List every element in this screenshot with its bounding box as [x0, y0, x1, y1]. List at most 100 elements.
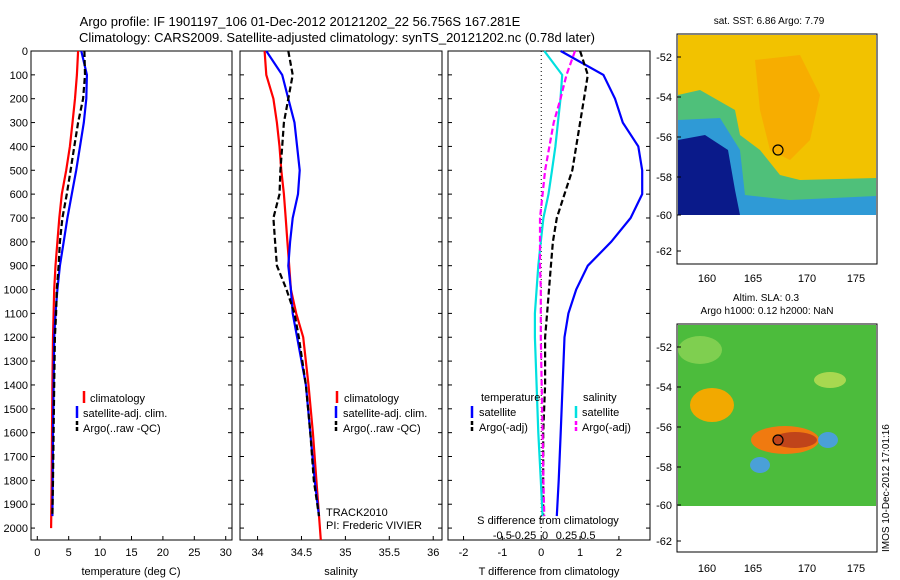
- series-line-argo-adj-: [542, 50, 589, 517]
- map-lon-tick-label: 160: [698, 563, 716, 575]
- map-lon-tick-label: 160: [698, 273, 716, 285]
- x-tick-label: 20: [157, 547, 169, 559]
- track-note-line1: TRACK2010: [326, 507, 388, 519]
- legend-label-satellite: satellite-adj. clim.: [83, 408, 167, 420]
- x-tick-label: 5: [66, 547, 72, 559]
- salinity-xlabel: salinity: [324, 566, 358, 578]
- temperature-xlabel: temperature (deg C): [81, 566, 180, 578]
- y-tick-label: 0: [22, 46, 28, 58]
- legend-title-salinity: salinity: [583, 392, 617, 404]
- legend-title-temperature: temperature: [481, 392, 540, 404]
- map-lat-tick-label: -58: [656, 172, 672, 184]
- sla-map-peak-anomaly: [773, 432, 817, 448]
- map-lon-tick-label: 165: [744, 273, 762, 285]
- map-lat-tick-label: -58: [656, 462, 672, 474]
- temperature-legend: climatology satellite-adj. clim. Argo(..…: [75, 391, 167, 435]
- salinity-panel: [239, 50, 443, 541]
- x-tick-label: -1: [497, 547, 507, 559]
- x-tick-label: 35.5: [379, 547, 400, 559]
- difference-legend: temperature satellite Argo(-adj) salinit…: [470, 392, 631, 527]
- x-tick-label: 30: [220, 547, 232, 559]
- imos-credit: IMOS 10-Dec-2012 17:01:16: [881, 424, 892, 552]
- y-tick-label: 700: [10, 213, 28, 225]
- x-tick-label: 15: [125, 547, 137, 559]
- figure-title-line1: Argo profile: IF 1901197_106 01-Dec-2012…: [80, 14, 521, 29]
- x-tick-label: 34: [251, 547, 263, 559]
- sla-map: [676, 323, 878, 553]
- x-tick-label: 1: [577, 547, 583, 559]
- temperature-panel: [30, 50, 233, 541]
- series-line-climatology: [50, 50, 80, 529]
- map-lat-tick-label: -52: [656, 342, 672, 354]
- y-tick-label: 1100: [4, 308, 28, 320]
- map-lon-tick-label: 165: [744, 563, 762, 575]
- y-tick-label: 900: [10, 261, 28, 273]
- map-lon-tick-label: 175: [847, 563, 865, 575]
- sla-map-positive-anomaly: [690, 388, 734, 422]
- x-tick-label: 0: [34, 547, 40, 559]
- s-tick-label: 0: [542, 530, 548, 542]
- series-line-satellite: [533, 50, 564, 517]
- sla-map-negative-anomaly: [750, 457, 770, 473]
- x-tick-label: 0: [538, 547, 544, 559]
- map-lat-tick-label: -54: [656, 382, 672, 394]
- y-tick-label: 1300: [4, 356, 28, 368]
- y-tick-label: 800: [10, 237, 28, 249]
- x-tick-label: 25: [188, 547, 200, 559]
- sla-map-title-line2: Argo h1000: 0.12 h2000: NaN: [701, 306, 834, 317]
- x-tick-label: -2: [459, 547, 469, 559]
- map-lat-tick-label: -52: [656, 52, 672, 64]
- y-tick-label: 1900: [4, 499, 28, 511]
- salinity-legend: climatology satellite-adj. clim. Argo(..…: [326, 391, 427, 532]
- y-tick-label: 1000: [4, 285, 28, 297]
- legend-label-climatology: climatology: [344, 393, 400, 405]
- y-tick-label: 1800: [4, 475, 28, 487]
- sst-argo-position-marker: [772, 144, 784, 156]
- x-tick-label: 35: [339, 547, 351, 559]
- x-tick-label: 36: [427, 547, 439, 559]
- sla-map-title-line1: Altim. SLA: 0.3: [733, 293, 800, 304]
- s-tick-label: -0.5: [493, 530, 512, 542]
- map-lon-tick-label: 170: [798, 563, 816, 575]
- legend-label-t-satellite: satellite: [479, 407, 516, 419]
- map-lon-tick-label: 175: [847, 273, 865, 285]
- map-lat-tick-label: -62: [656, 536, 672, 548]
- map-lat-tick-label: -60: [656, 500, 672, 512]
- track-note-line2: PI: Frederic VIVIER: [326, 520, 422, 532]
- x-tick-label: 2: [616, 547, 622, 559]
- series-line-argo-raw-qc-: [272, 50, 321, 517]
- y-tick-label: 2000: [4, 523, 28, 535]
- legend-label-climatology: climatology: [90, 393, 146, 405]
- figure-title-line2: Climatology: CARS2009. Satellite-adjuste…: [79, 30, 595, 45]
- map-lat-tick-label: -56: [656, 422, 672, 434]
- y-tick-label: 1200: [4, 332, 28, 344]
- sla-map-blob: [814, 372, 846, 388]
- y-tick-label: 600: [10, 189, 28, 201]
- s-difference-label: S difference from climatology: [477, 515, 619, 527]
- legend-label-argo: Argo(..raw -QC): [343, 423, 421, 435]
- series-line-argo-adj-: [538, 50, 577, 517]
- legend-label-s-argo: Argo(-adj): [582, 422, 631, 434]
- sla-map-blob: [678, 336, 722, 364]
- sst-map-cold-pool: [678, 135, 740, 215]
- map-lat-tick-label: -60: [656, 210, 672, 222]
- y-tick-label: 500: [10, 165, 28, 177]
- sst-map-title: sat. SST: 6.86 Argo: 7.79: [714, 16, 825, 27]
- legend-label-satellite: satellite-adj. clim.: [343, 408, 427, 420]
- map-lon-tick-label: 170: [798, 273, 816, 285]
- y-tick-label: 300: [10, 118, 28, 130]
- difference-xlabel: T difference from climatology: [479, 566, 620, 578]
- series-line-argo-raw-qc-: [51, 50, 87, 517]
- legend-label-t-argo: Argo(-adj): [479, 422, 528, 434]
- y-tick-label: 1500: [4, 404, 28, 416]
- legend-label-argo: Argo(..raw -QC): [83, 423, 161, 435]
- sst-map: [676, 33, 878, 265]
- sla-map-negative-anomaly: [818, 432, 838, 448]
- map-lat-tick-label: -54: [656, 92, 672, 104]
- series-line-satellite: [555, 50, 644, 517]
- s-tick-label: -0.25: [511, 530, 536, 542]
- map-lat-tick-label: -56: [656, 132, 672, 144]
- map-lat-tick-label: -62: [656, 246, 672, 258]
- s-tick-label: 0.5: [580, 530, 595, 542]
